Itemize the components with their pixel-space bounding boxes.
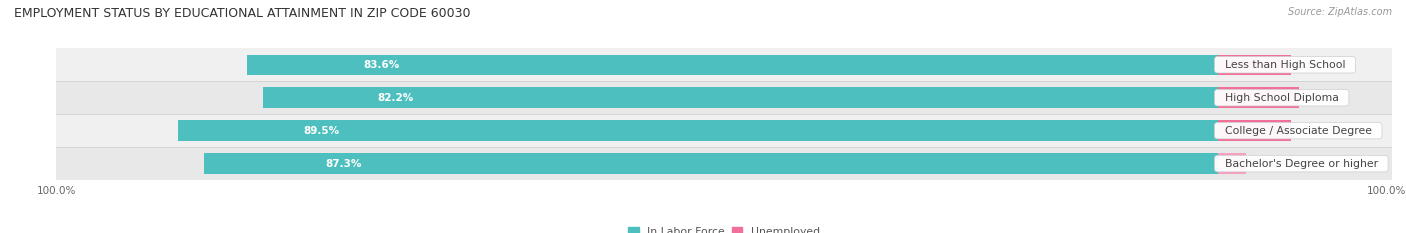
Legend: In Labor Force, Unemployed: In Labor Force, Unemployed [628, 227, 820, 233]
Bar [1218, 153, 1246, 174]
Text: 6.3%: 6.3% [1295, 60, 1320, 70]
Text: 2.4%: 2.4% [1249, 159, 1275, 169]
Bar [1218, 55, 1291, 75]
Bar [56, 114, 1392, 147]
Bar [246, 55, 1218, 75]
Bar [56, 48, 1392, 81]
Text: 87.3%: 87.3% [325, 159, 361, 169]
Bar [56, 81, 1392, 114]
Text: Bachelor's Degree or higher: Bachelor's Degree or higher [1218, 159, 1385, 169]
Text: 82.2%: 82.2% [378, 93, 413, 103]
Text: 6.3%: 6.3% [1295, 126, 1320, 136]
Text: EMPLOYMENT STATUS BY EDUCATIONAL ATTAINMENT IN ZIP CODE 60030: EMPLOYMENT STATUS BY EDUCATIONAL ATTAINM… [14, 7, 471, 20]
Bar [179, 120, 1218, 141]
Text: College / Associate Degree: College / Associate Degree [1218, 126, 1379, 136]
Text: Source: ZipAtlas.com: Source: ZipAtlas.com [1288, 7, 1392, 17]
Text: 89.5%: 89.5% [302, 126, 339, 136]
Text: 83.6%: 83.6% [363, 60, 399, 70]
Bar [1218, 120, 1291, 141]
Text: High School Diploma: High School Diploma [1218, 93, 1346, 103]
Bar [56, 147, 1392, 180]
Text: 7.0%: 7.0% [1302, 93, 1329, 103]
Bar [1218, 87, 1299, 108]
Bar [263, 87, 1218, 108]
Text: Less than High School: Less than High School [1218, 60, 1353, 70]
Bar [204, 153, 1218, 174]
